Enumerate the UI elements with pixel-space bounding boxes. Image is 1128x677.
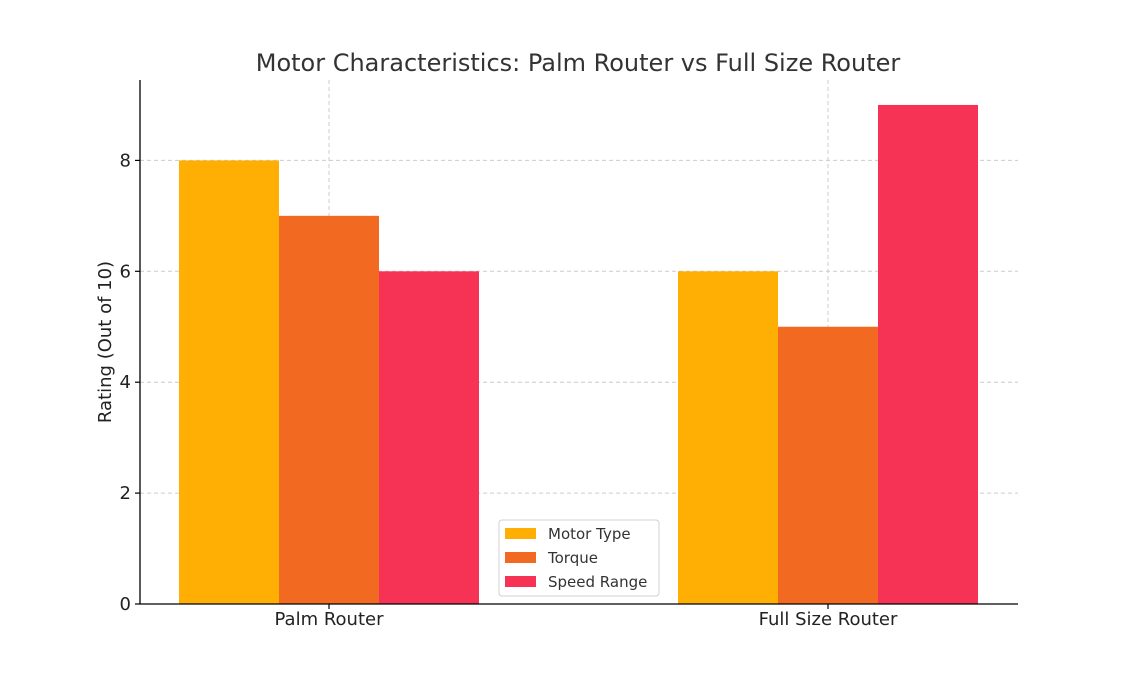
legend-label: Torque bbox=[547, 549, 598, 567]
legend-swatch bbox=[505, 552, 536, 563]
bars bbox=[179, 104, 978, 605]
y-tick-label: 2 bbox=[120, 483, 131, 504]
y-tick-label: 8 bbox=[120, 150, 131, 171]
legend: Motor Type Torque Speed Range bbox=[498, 519, 660, 597]
bar-motor-type-palm-router bbox=[179, 160, 279, 605]
legend-swatch bbox=[505, 528, 536, 539]
legend-label: Speed Range bbox=[548, 573, 647, 591]
legend-box bbox=[498, 519, 660, 597]
y-axis-label: Rating (Out of 10) bbox=[95, 261, 116, 423]
bar-speed-range-full-size-router bbox=[878, 104, 978, 604]
legend-label: Motor Type bbox=[548, 525, 631, 543]
bar-torque-palm-router bbox=[279, 215, 379, 604]
bar-motor-type-full-size-router bbox=[678, 271, 778, 604]
x-tick-label: Palm Router bbox=[275, 609, 385, 630]
y-tick-label: 6 bbox=[120, 261, 131, 282]
chart-title: Motor Characteristics: Palm Router vs Fu… bbox=[256, 49, 901, 77]
legend-swatch bbox=[505, 576, 536, 587]
bar-speed-range-palm-router bbox=[379, 271, 479, 604]
bar-torque-full-size-router bbox=[778, 326, 878, 604]
y-tick-label: 4 bbox=[120, 372, 131, 393]
y-tick-label: 0 bbox=[120, 594, 131, 615]
tick-labels: 0 2 4 6 8 Palm Router Full Size Router bbox=[120, 150, 898, 630]
x-tick-label: Full Size Router bbox=[759, 609, 898, 630]
axes bbox=[139, 80, 1018, 605]
